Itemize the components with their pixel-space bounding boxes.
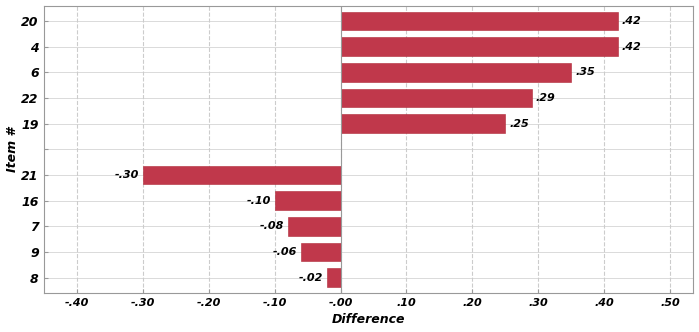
Text: -.08: -.08: [259, 221, 284, 231]
Bar: [340, 63, 571, 82]
Text: .42: .42: [621, 16, 641, 26]
Text: .42: .42: [621, 42, 641, 51]
Text: .35: .35: [575, 67, 595, 77]
Y-axis label: Item #: Item #: [6, 127, 19, 172]
Bar: [340, 89, 532, 107]
Bar: [327, 268, 340, 287]
Text: .29: .29: [536, 93, 556, 103]
Text: -.06: -.06: [273, 247, 297, 257]
Bar: [301, 243, 340, 261]
Bar: [340, 38, 618, 56]
Bar: [288, 217, 340, 235]
Bar: [143, 166, 340, 184]
X-axis label: Difference: Difference: [332, 313, 405, 326]
Text: -.02: -.02: [299, 273, 324, 283]
Text: -.30: -.30: [115, 170, 138, 180]
Bar: [340, 12, 618, 30]
Bar: [340, 115, 505, 133]
Bar: [275, 191, 340, 210]
Text: -.10: -.10: [246, 196, 271, 206]
Text: .25: .25: [510, 119, 529, 128]
